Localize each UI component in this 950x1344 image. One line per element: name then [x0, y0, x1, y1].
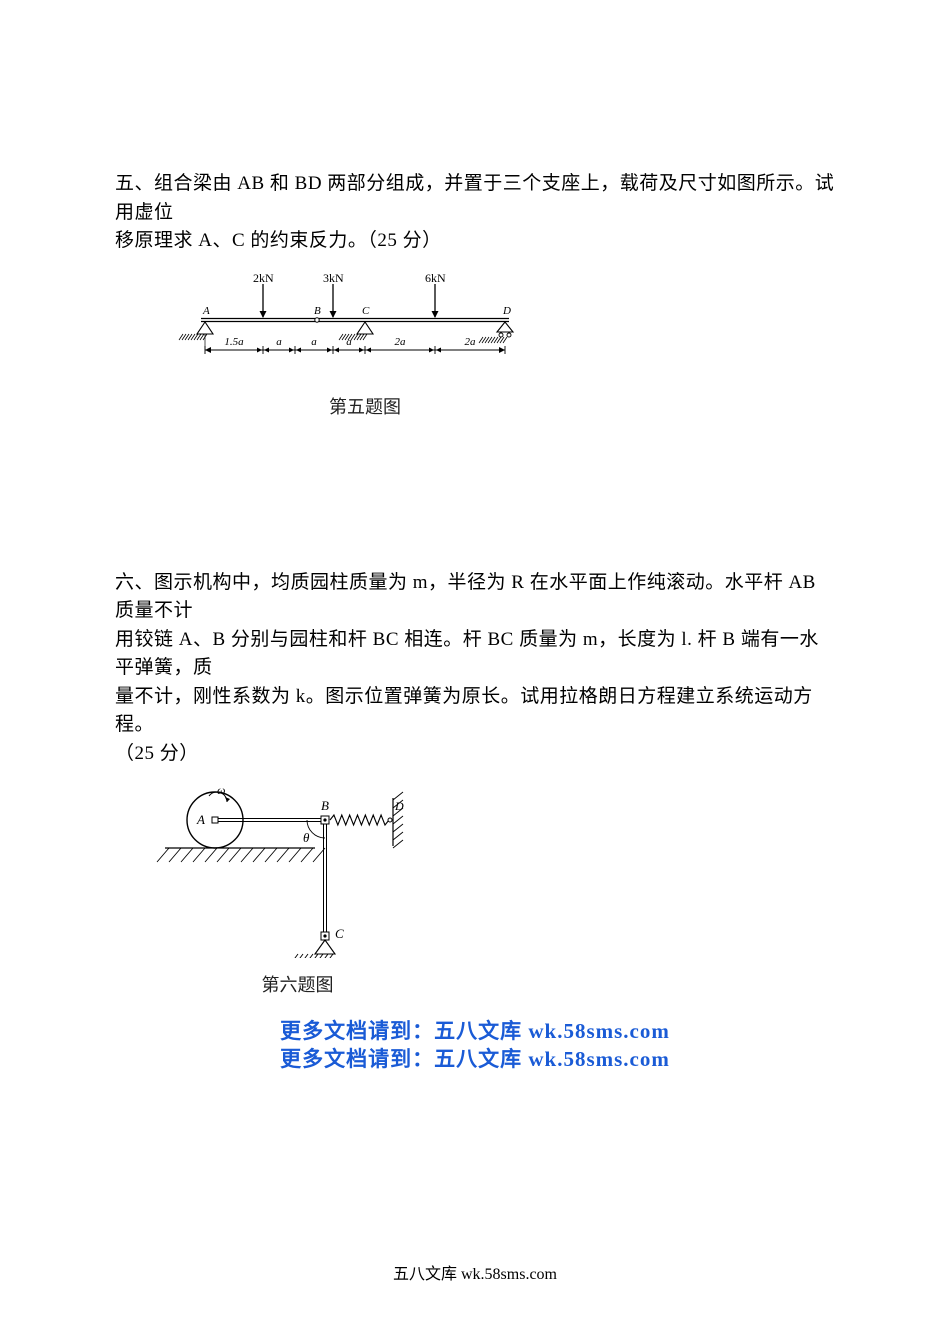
svg-text:2a: 2a [395, 336, 407, 348]
problem6-figure: ω A B Dθ C [155, 778, 440, 963]
svg-text:D: D [502, 305, 511, 317]
problem5-figure: A B C D 2kN 3kN 6kN 1.5a a a a 2a 2a [155, 266, 575, 385]
svg-text:D: D [394, 799, 404, 813]
svg-text:2kN: 2kN [253, 272, 274, 285]
problem5-text: 五、组合梁由 AB 和 BD 两部分组成，并置于三个支座上，载荷及尺寸如图所示。… [115, 170, 835, 256]
svg-text:ω: ω [217, 783, 225, 797]
svg-text:C: C [362, 305, 370, 317]
document-page: 五、组合梁由 AB 和 BD 两部分组成，并置于三个支座上，载荷及尺寸如图所示。… [0, 0, 950, 1344]
mechanism-diagram: ω A B Dθ C [155, 778, 425, 958]
problem6-caption: 第六题图 [155, 971, 440, 997]
svg-text:a: a [311, 336, 317, 348]
svg-text:B: B [314, 305, 321, 317]
problem6-line3: 量不计，刚性系数为 k。图示位置弹簧为原长。试用拉格朗日方程建立系统运动方程。 [115, 686, 813, 736]
problem6-text: 六、图示机构中，均质园柱质量为 m，半径为 R 在水平面上作纯滚动。水平杆 AB… [115, 569, 835, 769]
beam-diagram: A B C D 2kN 3kN 6kN 1.5a a a a 2a 2a [165, 272, 545, 372]
svg-text:2a: 2a [465, 336, 477, 348]
problem5-line1: 五、组合梁由 AB 和 BD 两部分组成，并置于三个支座上，载荷及尺寸如图所示。… [115, 173, 834, 223]
problem6-line4: （25 分） [115, 743, 199, 764]
page-footer: 五八文库 wk.58sms.com [0, 1260, 950, 1284]
footer-link-2: 更多文档请到：五八文库 wk.58sms.com [115, 1045, 835, 1073]
problem5-figure-block: A B C D 2kN 3kN 6kN 1.5a a a a 2a 2a 第五题图 [155, 266, 835, 419]
problem6-figure-block: ω A B Dθ C 第六题图 [155, 778, 835, 997]
problem5-caption: 第五题图 [155, 393, 575, 419]
footer-link-1: 更多文档请到：五八文库 wk.58sms.com [115, 1017, 835, 1045]
svg-text:A: A [202, 305, 210, 317]
footer-links: 更多文档请到：五八文库 wk.58sms.com 更多文档请到：五八文库 wk.… [115, 1017, 835, 1074]
svg-text:3kN: 3kN [323, 272, 344, 285]
svg-text:B: B [321, 798, 329, 813]
svg-text:6kN: 6kN [425, 272, 446, 285]
svg-text:θ: θ [303, 830, 310, 845]
svg-text:a: a [346, 336, 352, 348]
svg-text:1.5a: 1.5a [224, 336, 244, 348]
problem6-line1: 六、图示机构中，均质园柱质量为 m，半径为 R 在水平面上作纯滚动。水平杆 AB… [115, 572, 816, 622]
spacer [115, 419, 835, 569]
svg-text:C: C [335, 926, 344, 941]
svg-text:A: A [196, 812, 205, 827]
problem6-line2: 用铰链 A、B 分别与园柱和杆 BC 相连。杆 BC 质量为 m，长度为 l. … [115, 629, 819, 679]
svg-text:a: a [276, 336, 282, 348]
problem5-line2: 移原理求 A、C 的约束反力。（25 分） [115, 230, 442, 251]
